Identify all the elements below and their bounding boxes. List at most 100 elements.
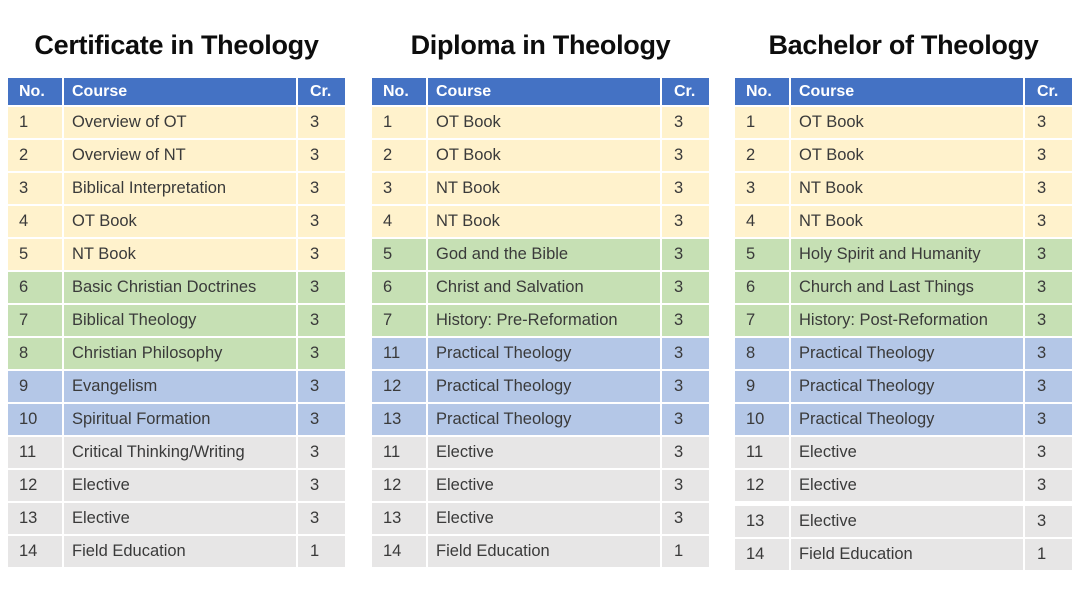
- program-diploma: Diploma in Theology No. Course Cr. 1 OT B…: [372, 0, 709, 569]
- table-row: 13 Practical Theology 3: [372, 404, 709, 435]
- cell-course: Practical Theology: [428, 338, 660, 369]
- cell-no: 8: [8, 338, 62, 369]
- cell-cr: 3: [298, 437, 345, 468]
- cell-cr: 3: [662, 272, 709, 303]
- table-row: 4 NT Book 3: [372, 206, 709, 237]
- cell-course: Critical Thinking/Writing: [64, 437, 296, 468]
- cell-cr: 3: [662, 404, 709, 435]
- program-title: Certificate in Theology: [34, 30, 319, 60]
- cell-course: Spiritual Formation: [64, 404, 296, 435]
- cell-no: 7: [8, 305, 62, 336]
- cell-course: God and the Bible: [428, 239, 660, 270]
- cell-cr: 3: [298, 404, 345, 435]
- table-header-row: No. Course Cr.: [8, 78, 345, 105]
- header-no: No.: [372, 78, 426, 105]
- cell-no: 4: [372, 206, 426, 237]
- cell-no: 11: [735, 437, 789, 468]
- table-row: 8 Practical Theology 3: [735, 338, 1072, 369]
- table-row: 13 Elective 3: [8, 503, 345, 534]
- cell-cr: 3: [1025, 437, 1072, 468]
- cell-cr: 3: [298, 305, 345, 336]
- cell-course: Practical Theology: [791, 338, 1023, 369]
- header-course: Course: [64, 78, 296, 105]
- header-no: No.: [8, 78, 62, 105]
- cell-cr: 3: [662, 371, 709, 402]
- cell-no: 12: [735, 470, 789, 501]
- cell-course: Elective: [428, 470, 660, 501]
- cell-cr: 3: [298, 140, 345, 171]
- cell-course: Evangelism: [64, 371, 296, 402]
- cell-cr: 3: [662, 107, 709, 138]
- cell-no: 1: [8, 107, 62, 138]
- cell-no: 12: [8, 470, 62, 501]
- cell-course: Christ and Salvation: [428, 272, 660, 303]
- cell-no: 2: [372, 140, 426, 171]
- cell-course: Elective: [791, 470, 1023, 501]
- table-row: 1 Overview of OT 3: [8, 107, 345, 138]
- course-table: No. Course Cr. 1 OT Book 3 2 OT Book 3 3 NT Boo…: [372, 78, 709, 567]
- cell-course: Overview of OT: [64, 107, 296, 138]
- cell-no: 1: [372, 107, 426, 138]
- cell-course: OT Book: [791, 140, 1023, 171]
- program-title: Diploma in Theology: [410, 30, 671, 60]
- cell-course: Elective: [428, 503, 660, 534]
- cell-no: 12: [372, 371, 426, 402]
- cell-no: 13: [372, 503, 426, 534]
- table-row: 12 Elective 3: [735, 470, 1072, 501]
- cell-cr: 3: [662, 239, 709, 270]
- cell-no: 10: [8, 404, 62, 435]
- cell-no: 5: [735, 239, 789, 270]
- table-row: 14 Field Education 1: [735, 539, 1072, 570]
- cell-no: 14: [8, 536, 62, 567]
- cell-cr: 3: [298, 206, 345, 237]
- cell-no: 11: [372, 338, 426, 369]
- cell-no: 1: [735, 107, 789, 138]
- cell-no: 14: [735, 539, 789, 570]
- cell-course: Elective: [791, 437, 1023, 468]
- table-row: 7 History: Pre-Reformation 3: [372, 305, 709, 336]
- course-table: No. Course Cr. 1 OT Book 3 2 OT Book 3 3 NT Boo…: [735, 78, 1072, 570]
- cell-course: OT Book: [64, 206, 296, 237]
- cell-no: 4: [8, 206, 62, 237]
- table-header-row: No. Course Cr.: [735, 78, 1072, 105]
- cell-cr: 3: [1025, 173, 1072, 204]
- cell-course: Biblical Interpretation: [64, 173, 296, 204]
- cell-course: Overview of NT: [64, 140, 296, 171]
- cell-course: NT Book: [64, 239, 296, 270]
- cell-cr: 3: [1025, 107, 1072, 138]
- table-row: 10 Spiritual Formation 3: [8, 404, 345, 435]
- program-certificate: Certificate in Theology No. Course Cr. 1…: [8, 0, 345, 569]
- header-cr: Cr.: [1025, 78, 1072, 105]
- cell-cr: 3: [298, 371, 345, 402]
- table-row: 2 OT Book 3: [372, 140, 709, 171]
- cell-cr: 3: [1025, 239, 1072, 270]
- table-row: 11 Elective 3: [372, 437, 709, 468]
- table-row: 10 Practical Theology 3: [735, 404, 1072, 435]
- course-table: No. Course Cr. 1 Overview of OT 3 2 Overview…: [8, 78, 345, 567]
- cell-cr: 3: [298, 173, 345, 204]
- cell-cr: 3: [662, 173, 709, 204]
- table-header-row: No. Course Cr.: [372, 78, 709, 105]
- cell-cr: 3: [1025, 470, 1072, 501]
- table-row: 11 Critical Thinking/Writing 3: [8, 437, 345, 468]
- table-row: 11 Practical Theology 3: [372, 338, 709, 369]
- cell-course: OT Book: [428, 107, 660, 138]
- cell-course: Practical Theology: [791, 371, 1023, 402]
- cell-course: NT Book: [428, 206, 660, 237]
- cell-cr: 3: [662, 305, 709, 336]
- cell-no: 5: [372, 239, 426, 270]
- cell-cr: 3: [298, 338, 345, 369]
- cell-cr: 3: [1025, 272, 1072, 303]
- cell-cr: 3: [1025, 206, 1072, 237]
- table-row: 12 Elective 3: [372, 470, 709, 501]
- table-row: 4 NT Book 3: [735, 206, 1072, 237]
- cell-no: 4: [735, 206, 789, 237]
- cell-course: Practical Theology: [791, 404, 1023, 435]
- cell-cr: 3: [298, 470, 345, 501]
- cell-course: Biblical Theology: [64, 305, 296, 336]
- cell-no: 11: [8, 437, 62, 468]
- table-row: 4 OT Book 3: [8, 206, 345, 237]
- cell-cr: 3: [1025, 338, 1072, 369]
- cell-cr: 3: [662, 503, 709, 534]
- table-row: 13 Elective 3: [735, 506, 1072, 537]
